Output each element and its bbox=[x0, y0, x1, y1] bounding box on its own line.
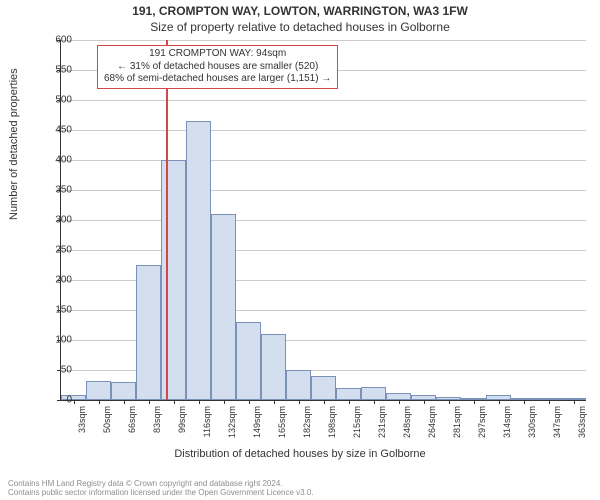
annotation-line-2: ← 31% of detached houses are smaller (52… bbox=[104, 61, 331, 74]
xtick-label: 264sqm bbox=[427, 406, 437, 438]
xtick-mark bbox=[324, 400, 325, 404]
xtick-mark bbox=[224, 400, 225, 404]
footer-line-1: Contains HM Land Registry data © Crown c… bbox=[8, 479, 592, 489]
ytick-label: 50 bbox=[32, 365, 72, 376]
ytick-label: 200 bbox=[32, 275, 72, 286]
xtick-label: 182sqm bbox=[302, 406, 312, 438]
xtick-label: 215sqm bbox=[352, 406, 362, 438]
gridline bbox=[61, 160, 586, 161]
gridline bbox=[61, 250, 586, 251]
xtick-mark bbox=[574, 400, 575, 404]
xtick-label: 330sqm bbox=[527, 406, 537, 438]
xtick-label: 347sqm bbox=[552, 406, 562, 438]
ytick-label: 450 bbox=[32, 125, 72, 136]
xtick-mark bbox=[424, 400, 425, 404]
xtick-mark bbox=[349, 400, 350, 404]
footer-line-2: Contains public sector information licen… bbox=[8, 488, 592, 498]
xtick-label: 297sqm bbox=[477, 406, 487, 438]
histogram-bar bbox=[261, 334, 286, 400]
xtick-label: 363sqm bbox=[577, 406, 587, 438]
xtick-mark bbox=[99, 400, 100, 404]
histogram-bar bbox=[211, 214, 236, 400]
y-axis-label: Number of detached properties bbox=[8, 68, 20, 220]
xtick-label: 132sqm bbox=[227, 406, 237, 438]
histogram-bar bbox=[361, 387, 386, 400]
xtick-label: 281sqm bbox=[452, 406, 462, 438]
ytick-label: 250 bbox=[32, 245, 72, 256]
gridline bbox=[61, 190, 586, 191]
xtick-mark bbox=[549, 400, 550, 404]
ytick-label: 500 bbox=[32, 95, 72, 106]
xtick-label: 198sqm bbox=[327, 406, 337, 438]
annotation-line-1: 191 CROMPTON WAY: 94sqm bbox=[104, 48, 331, 61]
gridline bbox=[61, 130, 586, 131]
xtick-mark bbox=[174, 400, 175, 404]
xtick-label: 33sqm bbox=[77, 406, 87, 433]
xtick-mark bbox=[474, 400, 475, 404]
plot-area bbox=[60, 40, 586, 401]
xtick-mark bbox=[499, 400, 500, 404]
xtick-mark bbox=[399, 400, 400, 404]
xtick-label: 314sqm bbox=[502, 406, 512, 438]
chart-title-sub: Size of property relative to detached ho… bbox=[0, 20, 600, 34]
histogram-bar bbox=[111, 382, 136, 400]
ytick-label: 350 bbox=[32, 185, 72, 196]
xtick-mark bbox=[149, 400, 150, 404]
xtick-label: 116sqm bbox=[202, 406, 212, 437]
histogram-bar bbox=[286, 370, 311, 400]
xtick-mark bbox=[124, 400, 125, 404]
histogram-bar bbox=[161, 160, 186, 400]
ytick-label: 150 bbox=[32, 305, 72, 316]
histogram-bar bbox=[136, 265, 161, 400]
ytick-label: 550 bbox=[32, 65, 72, 76]
xtick-label: 99sqm bbox=[177, 406, 187, 433]
xtick-label: 165sqm bbox=[277, 406, 287, 438]
gridline bbox=[61, 220, 586, 221]
histogram-bar bbox=[236, 322, 261, 400]
xtick-mark bbox=[199, 400, 200, 404]
xtick-mark bbox=[449, 400, 450, 404]
xtick-label: 66sqm bbox=[127, 406, 137, 433]
xtick-label: 83sqm bbox=[152, 406, 162, 433]
xtick-label: 231sqm bbox=[377, 406, 387, 438]
xtick-mark bbox=[374, 400, 375, 404]
annotation-line-3: 68% of semi-detached houses are larger (… bbox=[104, 73, 331, 86]
xtick-label: 248sqm bbox=[402, 406, 412, 438]
histogram-bar bbox=[311, 376, 336, 400]
xtick-mark bbox=[524, 400, 525, 404]
ytick-label: 300 bbox=[32, 215, 72, 226]
gridline bbox=[61, 40, 586, 41]
xtick-mark bbox=[74, 400, 75, 404]
histogram-bar bbox=[86, 381, 111, 400]
chart-container: 191, CROMPTON WAY, LOWTON, WARRINGTON, W… bbox=[0, 0, 600, 500]
xtick-mark bbox=[274, 400, 275, 404]
annotation-box: 191 CROMPTON WAY: 94sqm ← 31% of detache… bbox=[97, 45, 338, 89]
ytick-label: 600 bbox=[32, 35, 72, 46]
xtick-mark bbox=[299, 400, 300, 404]
histogram-bar bbox=[336, 388, 361, 400]
chart-title-main: 191, CROMPTON WAY, LOWTON, WARRINGTON, W… bbox=[0, 4, 600, 18]
histogram-bar bbox=[186, 121, 211, 400]
ytick-label: 100 bbox=[32, 335, 72, 346]
gridline bbox=[61, 100, 586, 101]
histogram-bar bbox=[386, 393, 411, 400]
ytick-label: 0 bbox=[32, 395, 72, 406]
reference-line bbox=[166, 40, 168, 400]
xtick-label: 149sqm bbox=[252, 406, 262, 438]
ytick-label: 400 bbox=[32, 155, 72, 166]
x-axis-label: Distribution of detached houses by size … bbox=[0, 448, 600, 460]
footer-credits: Contains HM Land Registry data © Crown c… bbox=[8, 479, 592, 498]
xtick-mark bbox=[249, 400, 250, 404]
xtick-label: 50sqm bbox=[102, 406, 112, 433]
